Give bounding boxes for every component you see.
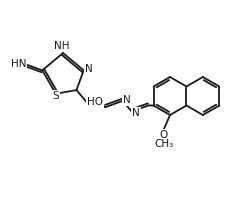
Text: HO: HO [87, 97, 103, 107]
Text: N: N [85, 64, 93, 74]
Text: NH: NH [54, 41, 70, 51]
Text: S: S [52, 91, 59, 101]
Text: O: O [160, 130, 168, 140]
Text: HN: HN [11, 59, 26, 69]
Text: CH₃: CH₃ [154, 139, 174, 149]
Text: N: N [132, 108, 140, 118]
Text: N: N [123, 95, 131, 105]
